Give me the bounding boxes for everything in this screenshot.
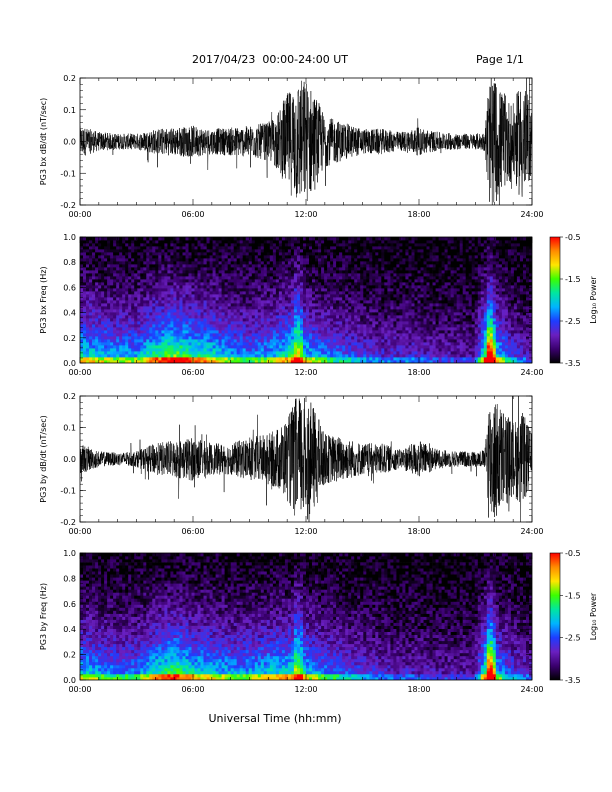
panel-3: 00:00 06:00 12:00 18:00 24:00 -0.2 -0.1 0.0 0.1 0…: [39, 392, 544, 536]
y-tick-label: -0.2: [60, 518, 76, 527]
panel-2: -0.5 -1.5 -2.5 -3.5 Log₁₀ Power 00:00 06:00 12:…: [39, 233, 598, 377]
x-tick-label: 18:00: [407, 685, 430, 694]
y-tick-label: 0.8: [63, 574, 76, 583]
colorbar-tick-label: -0.5: [565, 233, 581, 242]
heatmap-cells: [80, 553, 532, 680]
x-tick-label: 12:00: [294, 527, 317, 536]
y-axis-title: PG3 by dB/dt (nT/sec): [39, 415, 48, 502]
series-line: [80, 78, 532, 205]
x-tick-label: 00:00: [68, 685, 91, 694]
y-tick-label: 0.2: [63, 334, 76, 343]
x-axis-title: Universal Time (hh:mm): [209, 712, 342, 725]
colorbar-tick-label: -2.5: [565, 634, 581, 643]
colorbar-tick-label: -2.5: [565, 317, 581, 326]
y-tick-label: 0.4: [63, 625, 76, 634]
y-tick-label: 0.0: [63, 359, 76, 368]
y-axis-title: PG3 by Freq (Hz): [39, 583, 48, 650]
panel-1: 00:00 06:00 12:00 18:00 24:00 -0.2 -0.1 0.0 0.1 0…: [39, 74, 544, 219]
x-tick-label: 24:00: [520, 210, 543, 219]
y-tick-label: 0.1: [63, 424, 76, 433]
x-tick-label: 00:00: [68, 527, 91, 536]
y-tick-label: 0.2: [63, 74, 76, 83]
x-tick-label: 24:00: [520, 685, 543, 694]
colorbar-tick-label: -0.5: [565, 549, 581, 558]
x-tick-label: 12:00: [294, 685, 317, 694]
y-tick-label: -0.1: [60, 169, 76, 178]
y-tick-label: 0.0: [63, 138, 76, 147]
colorbar: [549, 552, 561, 681]
panel-4: -0.5 -1.5 -2.5 -3.5 Log₁₀ Power 00:00 06:00 12:…: [39, 549, 598, 694]
y-tick-label: 0.1: [63, 106, 76, 115]
y-tick-label: 0.0: [63, 676, 76, 685]
y-tick-label: 0.2: [63, 651, 76, 660]
page-title: 2017/04/23 00:00-24:00 UT: [192, 53, 349, 66]
x-tick-label: 24:00: [520, 527, 543, 536]
colorbar-title: Log₁₀ Power: [589, 276, 598, 324]
y-tick-label: 0.6: [63, 283, 76, 292]
colorbar: [549, 236, 561, 364]
colorbar-tick-label: -1.5: [565, 275, 581, 284]
heatmap-cells: [80, 237, 532, 363]
x-tick-label: 12:00: [294, 368, 317, 377]
colorbar-tick-label: -1.5: [565, 591, 581, 600]
x-tick-label: 06:00: [181, 210, 204, 219]
page-number: Page 1/1: [476, 53, 524, 66]
x-tick-label: 18:00: [407, 527, 430, 536]
y-tick-label: 0.0: [63, 455, 76, 464]
x-tick-label: 06:00: [181, 527, 204, 536]
y-tick-label: -0.1: [60, 487, 76, 496]
x-tick-label: 00:00: [68, 210, 91, 219]
x-tick-label: 18:00: [407, 210, 430, 219]
x-tick-label: 00:00: [68, 368, 91, 377]
y-tick-label: -0.2: [60, 201, 76, 210]
x-tick-label: 18:00: [407, 368, 430, 377]
x-tick-label: 06:00: [181, 685, 204, 694]
colorbar-tick-label: -3.5: [565, 676, 581, 685]
colorbar-tick-label: -3.5: [565, 359, 581, 368]
series-line: [80, 396, 532, 522]
x-tick-label: 06:00: [181, 368, 204, 377]
x-tick-label: 24:00: [520, 368, 543, 377]
y-tick-label: 0.2: [63, 392, 76, 401]
x-tick-label: 12:00: [294, 210, 317, 219]
y-tick-label: 0.4: [63, 309, 76, 318]
y-axis-title: PG3 bx dB/dt (nT/sec): [39, 98, 48, 185]
y-axis-title: PG3 bx Freq (Hz): [39, 266, 48, 333]
y-tick-label: 0.6: [63, 600, 76, 609]
y-tick-label: 1.0: [63, 549, 76, 558]
colorbar-title: Log₁₀ Power: [589, 592, 598, 640]
y-tick-label: 0.8: [63, 258, 76, 267]
y-tick-label: 1.0: [63, 233, 76, 242]
